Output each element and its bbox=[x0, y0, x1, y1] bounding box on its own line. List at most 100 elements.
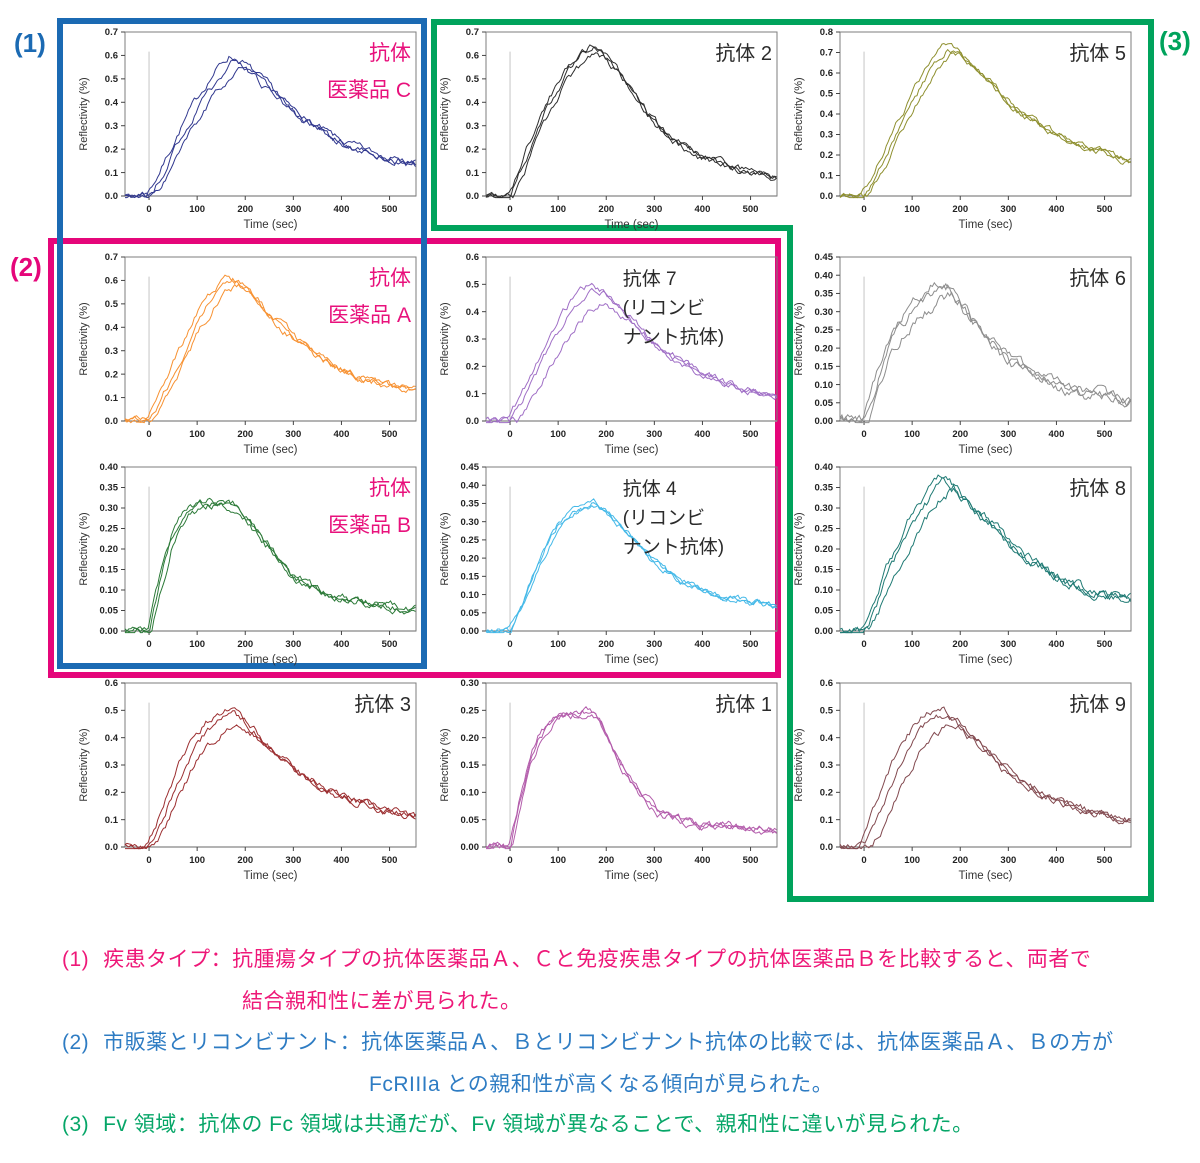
chart-kotai-4-title-line-1: 抗体 4 bbox=[623, 478, 677, 500]
svg-text:500: 500 bbox=[382, 204, 398, 215]
svg-text:100: 100 bbox=[904, 204, 920, 215]
chart-kotai-4: 0.00 0.05 0.10 0.15 0.20 0.25 0.30 0.35 0.40 0.45… bbox=[436, 460, 786, 671]
svg-text:0.25: 0.25 bbox=[461, 535, 480, 546]
svg-text:0.1: 0.1 bbox=[466, 168, 480, 179]
svg-text:0.4: 0.4 bbox=[466, 97, 480, 108]
svg-text:0.3: 0.3 bbox=[466, 121, 479, 132]
svg-text:0.05: 0.05 bbox=[100, 606, 119, 617]
svg-text:0.00: 0.00 bbox=[815, 626, 834, 637]
svg-text:Reflectivity (%): Reflectivity (%) bbox=[439, 728, 451, 801]
svg-text:Time (sec): Time (sec) bbox=[244, 654, 298, 666]
note-1-marker: (1) bbox=[62, 948, 90, 971]
note-1-text: 疾患タイプ：抗腫瘍タイプの抗体医薬品Ａ、Ｃと免疫疾患タイプの抗体医薬品Ｂを比較す… bbox=[103, 948, 1092, 971]
svg-text:0.2: 0.2 bbox=[105, 144, 118, 155]
svg-text:0.40: 0.40 bbox=[100, 462, 119, 473]
svg-text:0.35: 0.35 bbox=[815, 289, 834, 300]
svg-text:0.0: 0.0 bbox=[466, 191, 479, 202]
svg-text:300: 300 bbox=[1000, 855, 1016, 866]
svg-text:0.05: 0.05 bbox=[461, 815, 480, 826]
svg-text:0.7: 0.7 bbox=[466, 27, 479, 38]
chart-iyakuhin-c: 0.0 0.1 0.2 0.3 0.4 0.5 0.6 0.7 0 100 200 300 400 500… bbox=[75, 25, 425, 236]
svg-text:0.35: 0.35 bbox=[100, 483, 119, 494]
svg-text:0.5: 0.5 bbox=[105, 74, 119, 85]
chart-iyakuhin-b-plot: 0.00 0.05 0.10 0.15 0.20 0.25 0.30 0.35 0.40 0 100… bbox=[78, 462, 417, 666]
chart-kotai-1-plot: 0.00 0.05 0.10 0.15 0.20 0.25 0.30 0 100 200 300 40… bbox=[439, 678, 778, 882]
svg-text:100: 100 bbox=[189, 639, 205, 650]
svg-text:500: 500 bbox=[382, 429, 398, 440]
svg-text:400: 400 bbox=[695, 204, 711, 215]
svg-text:0.25: 0.25 bbox=[461, 706, 480, 717]
svg-text:200: 200 bbox=[952, 204, 968, 215]
svg-text:400: 400 bbox=[695, 429, 711, 440]
svg-text:500: 500 bbox=[743, 204, 759, 215]
svg-text:400: 400 bbox=[1049, 429, 1065, 440]
svg-text:Reflectivity (%): Reflectivity (%) bbox=[793, 728, 805, 801]
chart-kotai-4-title-line-3: ナント抗体) bbox=[623, 536, 724, 558]
svg-text:500: 500 bbox=[1097, 639, 1113, 650]
svg-text:500: 500 bbox=[382, 639, 398, 650]
svg-text:0.2: 0.2 bbox=[466, 144, 479, 155]
svg-text:0.0: 0.0 bbox=[820, 842, 833, 853]
svg-text:0.30: 0.30 bbox=[461, 678, 480, 689]
svg-text:400: 400 bbox=[334, 429, 350, 440]
svg-text:Reflectivity (%): Reflectivity (%) bbox=[793, 512, 805, 585]
svg-text:0.4: 0.4 bbox=[105, 733, 119, 744]
svg-text:0.25: 0.25 bbox=[815, 524, 834, 535]
svg-text:500: 500 bbox=[382, 855, 398, 866]
svg-text:Reflectivity (%): Reflectivity (%) bbox=[78, 512, 90, 585]
svg-text:300: 300 bbox=[1000, 204, 1016, 215]
chart-kotai-8: 0.00 0.05 0.10 0.15 0.20 0.25 0.30 0.35 0.40 0 100… bbox=[790, 460, 1140, 671]
svg-text:100: 100 bbox=[550, 855, 566, 866]
svg-text:0.1: 0.1 bbox=[466, 389, 480, 400]
svg-text:0.25: 0.25 bbox=[815, 325, 834, 336]
svg-text:0: 0 bbox=[146, 639, 151, 650]
svg-text:0.45: 0.45 bbox=[815, 252, 834, 263]
svg-text:0.20: 0.20 bbox=[815, 544, 834, 555]
svg-text:0.20: 0.20 bbox=[461, 553, 480, 564]
svg-text:Time (sec): Time (sec) bbox=[244, 219, 298, 231]
svg-text:0.00: 0.00 bbox=[100, 626, 119, 637]
svg-text:500: 500 bbox=[1097, 855, 1113, 866]
svg-text:0: 0 bbox=[861, 429, 866, 440]
svg-text:500: 500 bbox=[743, 855, 759, 866]
svg-text:0.00: 0.00 bbox=[461, 626, 480, 637]
svg-text:400: 400 bbox=[334, 204, 350, 215]
chart-kotai-9-plot: 0.0 0.1 0.2 0.3 0.4 0.5 0.6 0 100 200 300 400 500 Ref… bbox=[793, 678, 1132, 882]
svg-text:0.15: 0.15 bbox=[815, 362, 834, 373]
svg-text:0.3: 0.3 bbox=[466, 334, 479, 345]
svg-text:Reflectivity (%): Reflectivity (%) bbox=[78, 77, 90, 150]
svg-text:0.20: 0.20 bbox=[461, 733, 480, 744]
chart-iyakuhin-c-plot: 0.0 0.1 0.2 0.3 0.4 0.5 0.6 0.7 0 100 200 300 400 500… bbox=[78, 27, 417, 231]
chart-kotai-7-plot: 0.0 0.1 0.2 0.3 0.4 0.5 0.6 0 100 200 300 400 500 Ref… bbox=[439, 252, 778, 456]
chart-kotai-2: 0.0 0.1 0.2 0.3 0.4 0.5 0.6 0.7 0 100 200 300 400 500… bbox=[436, 25, 786, 236]
group-1-outline bbox=[57, 18, 427, 669]
svg-text:Reflectivity (%): Reflectivity (%) bbox=[439, 512, 451, 585]
svg-text:0.25: 0.25 bbox=[100, 524, 119, 535]
svg-text:300: 300 bbox=[285, 639, 301, 650]
svg-text:0.1: 0.1 bbox=[820, 171, 834, 182]
chart-iyakuhin-a-title-line-1: 抗体 bbox=[369, 267, 411, 290]
chart-iyakuhin-a: 0.0 0.1 0.2 0.3 0.4 0.5 0.6 0.7 0 100 200 300 400 500… bbox=[75, 250, 425, 461]
svg-text:200: 200 bbox=[952, 639, 968, 650]
svg-text:0.4: 0.4 bbox=[820, 733, 834, 744]
svg-text:Reflectivity (%): Reflectivity (%) bbox=[793, 77, 805, 150]
svg-text:0.3: 0.3 bbox=[820, 760, 833, 771]
svg-text:0.20: 0.20 bbox=[100, 544, 119, 555]
chart-kotai-9: 0.0 0.1 0.2 0.3 0.4 0.5 0.6 0 100 200 300 400 500 Ref… bbox=[790, 676, 1140, 887]
svg-text:0: 0 bbox=[507, 429, 512, 440]
chart-kotai-6-title-line-1: 抗体 6 bbox=[1069, 267, 1126, 290]
svg-text:200: 200 bbox=[598, 855, 614, 866]
svg-text:0.5: 0.5 bbox=[466, 74, 480, 85]
svg-text:0: 0 bbox=[146, 855, 151, 866]
svg-text:0.6: 0.6 bbox=[820, 678, 833, 689]
svg-text:0.15: 0.15 bbox=[815, 565, 834, 576]
chart-kotai-7-title-line-3: ナント抗体) bbox=[623, 326, 724, 348]
svg-text:400: 400 bbox=[1049, 204, 1065, 215]
chart-kotai-8-plot: 0.00 0.05 0.10 0.15 0.20 0.25 0.30 0.35 0.40 0 100… bbox=[793, 462, 1132, 666]
svg-text:100: 100 bbox=[550, 204, 566, 215]
svg-text:200: 200 bbox=[952, 429, 968, 440]
chart-kotai-8-title-line-1: 抗体 8 bbox=[1069, 477, 1126, 500]
chart-kotai-7-title-line-2: (リコンビ bbox=[623, 297, 705, 319]
svg-text:0.40: 0.40 bbox=[815, 270, 834, 281]
